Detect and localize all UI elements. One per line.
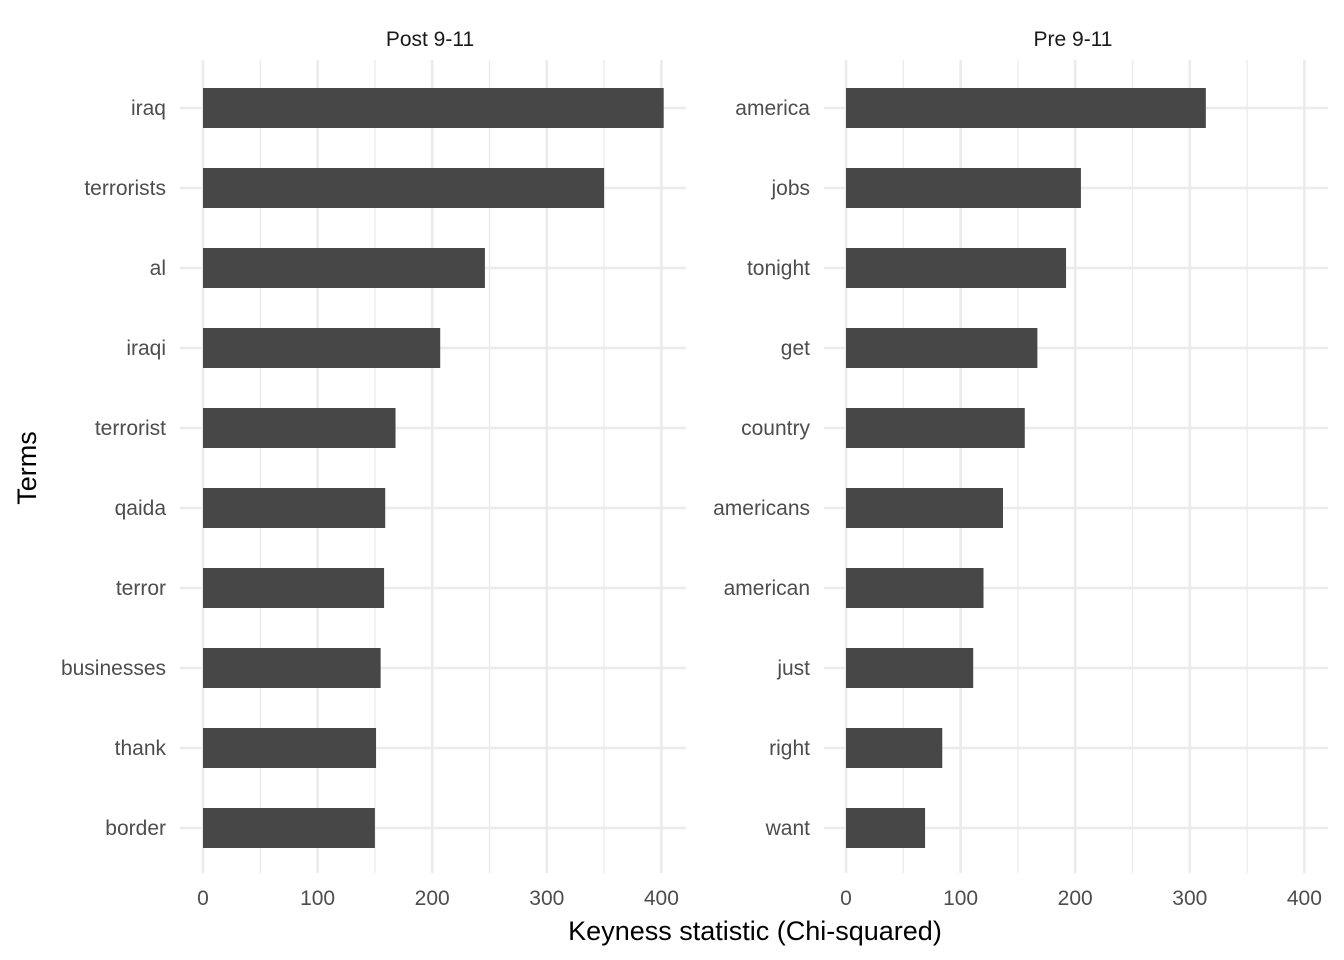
- category-label: get: [781, 337, 810, 360]
- panel-2: america jobs tonight get country americans ame…: [713, 28, 1328, 910]
- bar-country: [846, 408, 1025, 448]
- bar-thank: [203, 728, 377, 768]
- bar-terrorists: [203, 168, 605, 208]
- category-label: american: [724, 577, 810, 600]
- x-axis-title: Keyness statistic (Chi-squared): [568, 916, 942, 946]
- x-tick-label: 400: [644, 887, 679, 910]
- category-label: iraqi: [126, 337, 166, 360]
- category-label: thank: [115, 737, 167, 760]
- panel-1: iraq terrorists al iraqi terrorist qaida terro…: [61, 28, 686, 910]
- category-label: terrorists: [84, 177, 166, 200]
- bar-terrorist: [203, 408, 396, 448]
- category-label: terror: [116, 577, 166, 600]
- category-label: qaida: [115, 497, 167, 520]
- x-tick-label: 400: [1287, 887, 1322, 910]
- category-label: want: [765, 817, 811, 840]
- category-label: country: [741, 417, 810, 440]
- x-tick-label: 200: [1058, 887, 1093, 910]
- x-tick-label: 0: [840, 887, 852, 910]
- bar-al: [203, 248, 485, 288]
- panels: iraq terrorists al iraqi terrorist qaida terro…: [61, 28, 1328, 910]
- facet-title: Post 9-11: [386, 28, 474, 51]
- bar-americans: [846, 488, 1004, 528]
- bar-qaida: [203, 488, 386, 528]
- bar-tonight: [846, 248, 1067, 288]
- bar-want: [846, 808, 926, 848]
- bar-terror: [203, 568, 385, 608]
- bar-jobs: [846, 168, 1081, 208]
- bar-america: [846, 88, 1206, 128]
- y-axis-title: Terms: [12, 431, 42, 505]
- x-tick-label: 300: [1172, 887, 1207, 910]
- category-label: iraq: [131, 97, 166, 120]
- bar-businesses: [203, 648, 381, 688]
- facet-title: Pre 9-11: [1034, 28, 1113, 51]
- x-tick-label: 100: [943, 887, 978, 910]
- category-label: jobs: [770, 177, 810, 200]
- category-label: border: [105, 817, 166, 840]
- x-tick-label: 100: [300, 887, 335, 910]
- x-tick-label: 300: [529, 887, 564, 910]
- category-label: terrorist: [95, 417, 166, 440]
- category-label: right: [769, 737, 810, 760]
- x-tick-label: 0: [197, 887, 209, 910]
- bar-get: [846, 328, 1038, 368]
- bar-iraq: [203, 88, 664, 128]
- category-label: al: [150, 257, 166, 280]
- category-label: tonight: [747, 257, 810, 280]
- category-label: businesses: [61, 657, 166, 680]
- bar-border: [203, 808, 375, 848]
- category-label: just: [776, 657, 810, 680]
- bar-american: [846, 568, 984, 608]
- category-label: americans: [713, 497, 810, 520]
- bar-just: [846, 648, 974, 688]
- category-label: america: [735, 97, 810, 120]
- bar-iraqi: [203, 328, 441, 368]
- x-tick-label: 200: [415, 887, 450, 910]
- bar-right: [846, 728, 943, 768]
